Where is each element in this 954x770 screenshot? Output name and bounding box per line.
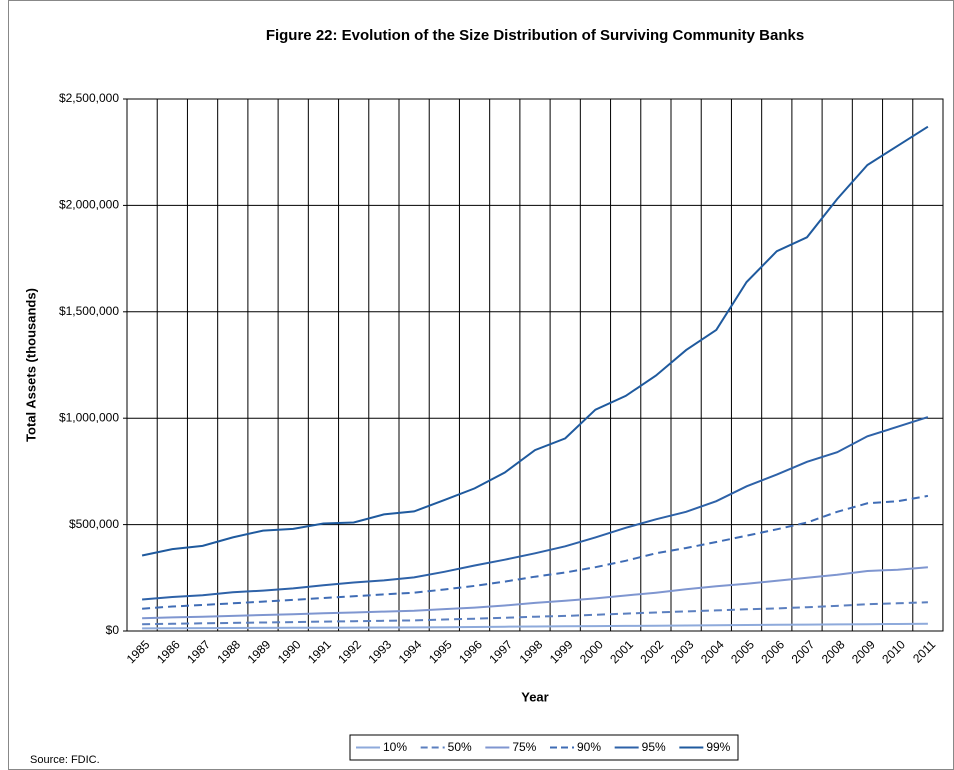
legend-label: 99% [706, 740, 730, 754]
series-line [141, 125, 929, 557]
y-tick-label: $1,500,000 [59, 304, 119, 318]
legend-label: 10% [383, 740, 407, 754]
y-axis-label: Total Assets (thousands) [23, 288, 38, 442]
legend-label: 75% [512, 740, 536, 754]
legend-box [349, 734, 739, 761]
plot-area [126, 98, 944, 632]
y-tick-label: $2,500,000 [59, 91, 119, 105]
y-tick-label: $1,000,000 [59, 410, 119, 424]
y-tick-label: $2,000,000 [59, 198, 119, 212]
legend-label: 50% [448, 740, 472, 754]
y-tick-label: $0 [106, 623, 120, 637]
source-note: Source: FDIC. [30, 754, 100, 766]
y-tick-label: $500,000 [69, 517, 119, 531]
series-line [142, 601, 928, 626]
series-line [142, 566, 928, 620]
series-line [142, 622, 928, 630]
chart-title: Figure 22: Evolution of the Size Distrib… [266, 27, 804, 44]
x-axis-label: Year [521, 689, 548, 704]
legend-label: 90% [577, 740, 601, 754]
series-line [142, 494, 929, 610]
legend-label: 95% [642, 740, 666, 754]
series-line [142, 416, 929, 601]
